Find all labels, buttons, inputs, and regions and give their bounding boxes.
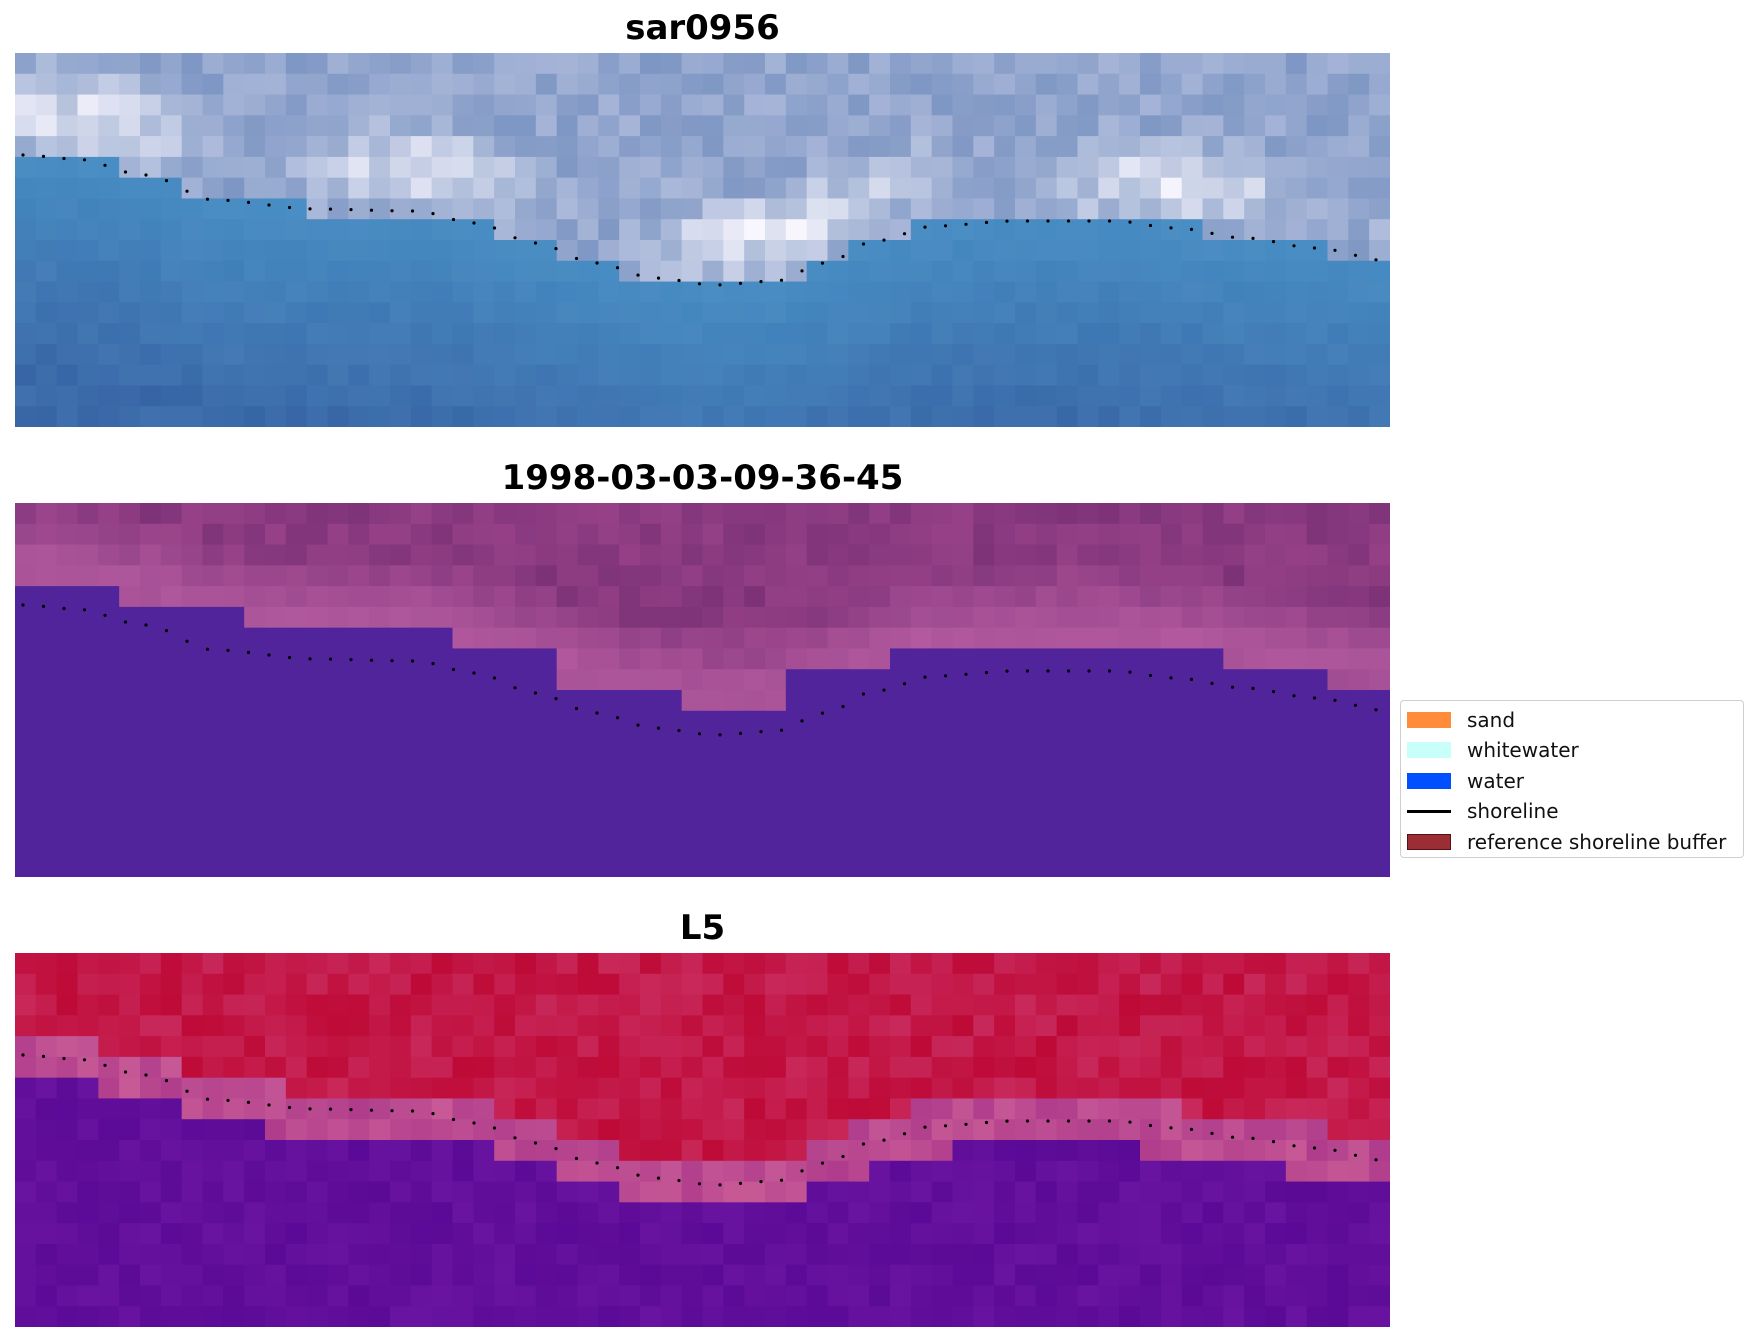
legend-item-water: water [1407,770,1737,792]
index-image [15,953,1390,1327]
index-image-panel [15,953,1390,1327]
legend-item-reference-buffer: reference shoreline buffer [1407,831,1737,853]
panel-title-3: L5 [679,908,726,948]
legend-line-shoreline [1407,810,1451,813]
shoreline-dots-2 [21,603,1378,737]
legend-swatch-reference-buffer [1407,834,1451,850]
legend-swatch-whitewater [1407,742,1451,758]
rgb-image-panel [15,53,1390,427]
legend-label-shoreline: shoreline [1467,799,1559,823]
legend-label-water: water [1467,769,1524,793]
legend-label-sand: sand [1467,708,1516,732]
shoreline-dots-1 [21,153,1378,287]
legend-label-reference-buffer: reference shoreline buffer [1467,830,1727,854]
legend-item-whitewater: whitewater [1407,739,1737,761]
classified-image [15,503,1390,877]
legend-label-whitewater: whitewater [1467,738,1579,762]
panel-title-1: sar0956 [625,8,780,48]
shoreline-dots-3 [21,1053,1378,1187]
legend-swatch-sand [1407,712,1451,728]
classified-image-panel [15,503,1390,877]
panel-title-2: 1998-03-03-09-36-45 [501,458,904,498]
legend: sand whitewater water shoreline referenc… [1400,700,1744,858]
legend-swatch-water [1407,773,1451,789]
legend-item-shoreline: shoreline [1407,800,1737,822]
legend-item-sand: sand [1407,709,1737,731]
rgb-image [15,53,1390,427]
